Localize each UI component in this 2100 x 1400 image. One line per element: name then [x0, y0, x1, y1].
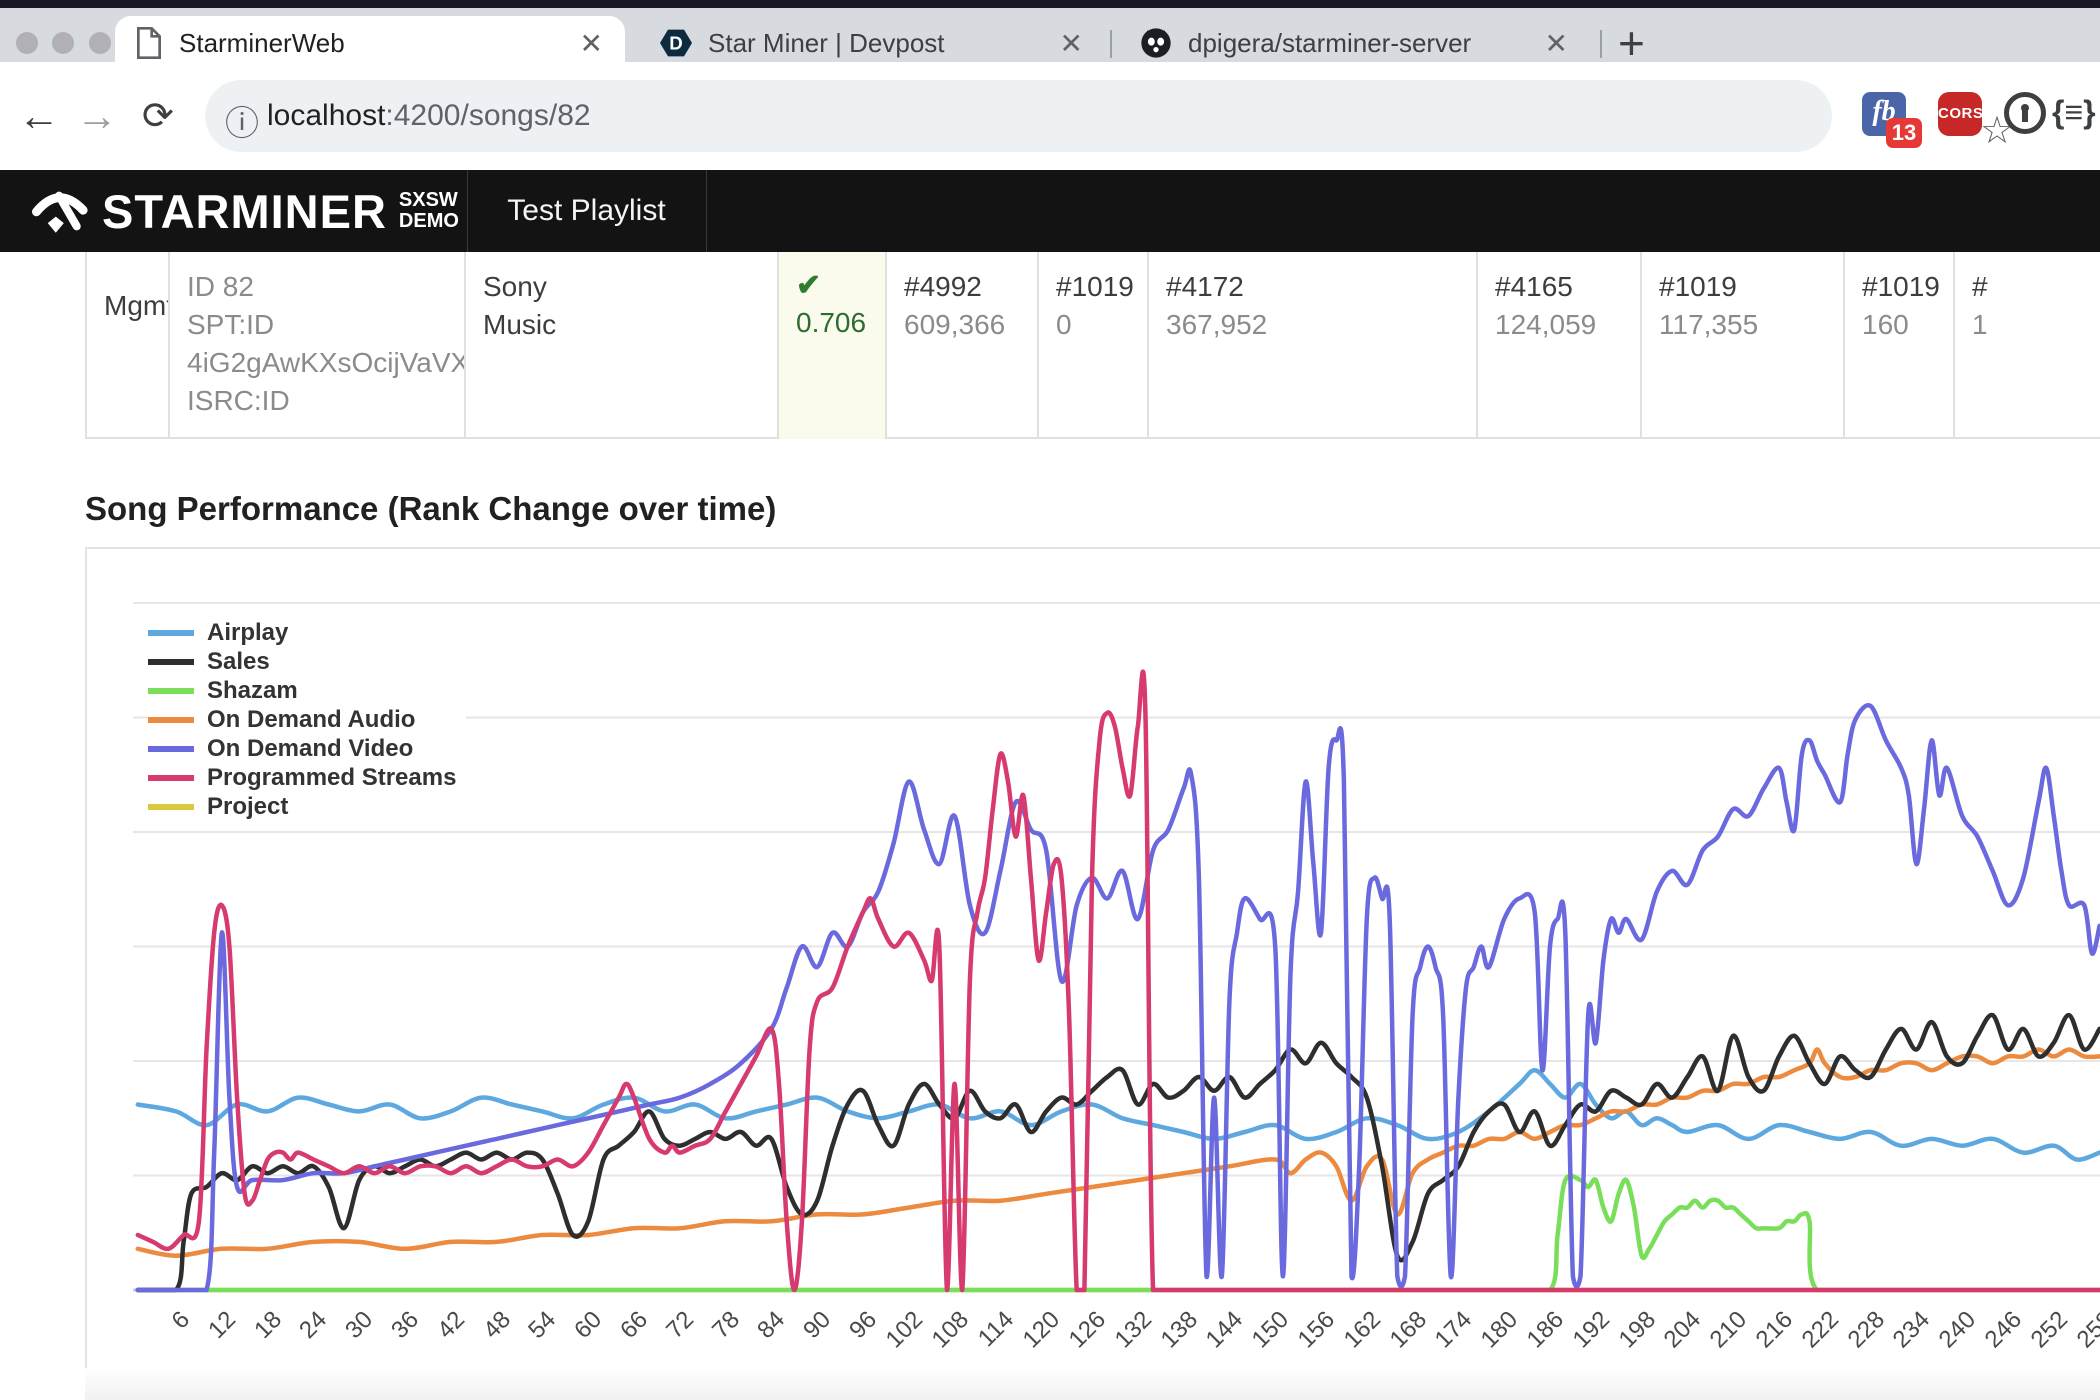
brand-subtitle: SXSW DEMO	[398, 189, 459, 232]
cell-metric: #1019 117,355	[1640, 252, 1843, 439]
song-table-row[interactable]: Mgmt ID 82 SPT:ID 4iG2gAwKXsOcijVaVXzRPW…	[85, 252, 2100, 439]
cell-metric: #1019 0	[1037, 252, 1147, 439]
nav-item-test-playlist[interactable]: Test Playlist	[507, 194, 666, 227]
legend-item-sales[interactable]: Sales	[148, 647, 456, 676]
pickaxe-icon	[32, 191, 88, 233]
cors-extension-icon[interactable]: CORS	[1938, 92, 1983, 136]
close-tab-icon[interactable]: ✕	[1059, 27, 1083, 59]
browser-toolbar: ← → ⟳ ⓘ localhost:4200/songs/82 ☆ fb 13 …	[0, 62, 2100, 170]
brand-logo[interactable]: STARMINER SXSW DEMO	[30, 170, 459, 252]
legend-swatch	[148, 716, 194, 723]
metric-rank: #4172	[1166, 271, 1244, 302]
cell-metric: #4165 124,059	[1476, 252, 1640, 439]
legend-swatch	[148, 803, 194, 810]
tab-title: StarminerWeb	[179, 27, 345, 58]
password-manager-extension-icon[interactable]	[2004, 92, 2046, 134]
page-title: Song Performance (Rank Change over time)	[85, 490, 777, 527]
app-navbar: STARMINER SXSW DEMO Test Playlist	[0, 170, 2100, 252]
document-icon	[137, 27, 161, 59]
pixel-helper-extension-icon[interactable]: fb 13	[1862, 92, 1922, 148]
minimize-window-button[interactable]	[52, 32, 75, 54]
brand-name: STARMINER	[102, 184, 387, 238]
legend-swatch	[148, 745, 194, 752]
cell-metric: #4172 367,952	[1147, 252, 1476, 439]
metric-rank: #1019	[1056, 271, 1134, 302]
zoom-window-button[interactable]	[88, 32, 111, 54]
spotify-id: 4iG2gAwKXsOcijVaVXzRPW	[187, 347, 464, 378]
cell-label: Sony Music	[464, 252, 777, 439]
chart-legend: Airplay Sales Shazam On Demand Audio On …	[148, 616, 467, 823]
navbar-divider	[467, 170, 468, 252]
legend-item-programmed-streams[interactable]: Programmed Streams	[148, 763, 456, 792]
reload-icon[interactable]: ⟳	[142, 95, 174, 138]
tab-title: Star Miner | Devpost	[708, 27, 945, 58]
traffic-lights	[16, 32, 121, 59]
page-fold-shadow	[85, 1368, 2100, 1400]
back-icon[interactable]: ←	[18, 92, 60, 139]
close-tab-icon[interactable]: ✕	[1544, 27, 1568, 59]
cell-mgmt: Mgmt	[85, 252, 168, 439]
address-bar[interactable]: ⓘ localhost:4200/songs/82 ☆	[205, 80, 2014, 152]
legend-item-on-demand-video[interactable]: On Demand Video	[148, 734, 456, 763]
svg-text:D: D	[669, 33, 682, 54]
metric-rank: #1019	[1862, 271, 1940, 302]
close-window-button[interactable]	[16, 32, 38, 54]
legend-swatch	[148, 687, 194, 694]
legend-item-shazam[interactable]: Shazam	[148, 676, 456, 705]
github-icon	[1141, 28, 1171, 58]
isrc-id-label: ISRC:ID	[187, 385, 290, 416]
metric-value: 124,059	[1495, 309, 1597, 340]
metric-rank: #	[1972, 271, 1988, 302]
close-tab-icon[interactable]: ✕	[579, 27, 603, 59]
cell-ids: ID 82 SPT:ID 4iG2gAwKXsOcijVaVXzRPW ISRC…	[168, 252, 464, 439]
forward-icon[interactable]: →	[76, 92, 118, 139]
legend-item-on-demand-audio[interactable]: On Demand Audio	[148, 705, 456, 734]
metric-value: 609,366	[904, 309, 1006, 340]
legend-swatch	[148, 629, 194, 636]
url-path: :4200/songs/82	[385, 99, 591, 132]
metric-rank: #1019	[1659, 271, 1737, 302]
navbar-divider	[706, 170, 707, 252]
new-tab-button[interactable]: +	[1618, 17, 1645, 69]
metric-rank: #4165	[1495, 271, 1573, 302]
cell-metric: #1019 160	[1843, 252, 1953, 439]
check-icon: ✔	[796, 269, 822, 302]
tab-strip: StarminerWeb ✕ D Star Miner | Devpost ✕ …	[0, 8, 2100, 70]
metric-rank: #4992	[904, 271, 982, 302]
tab-github[interactable]: dpigera/starminer-server ✕	[1120, 16, 1590, 70]
site-info-icon[interactable]: ⓘ	[225, 105, 259, 143]
legend-swatch	[148, 774, 194, 781]
metric-value: 160	[1862, 309, 1909, 340]
cell-score: ✔ 0.706	[777, 252, 885, 439]
tab-starminerweb[interactable]: StarminerWeb ✕	[115, 16, 625, 70]
metric-value: 367,952	[1166, 309, 1268, 340]
metric-value: 0	[1056, 309, 1072, 340]
devpost-icon: D	[660, 29, 692, 57]
song-id: ID 82	[187, 271, 254, 302]
extension-badge: 13	[1886, 118, 1922, 148]
url-host: localhost	[267, 99, 386, 132]
legend-item-project[interactable]: Project	[148, 792, 456, 821]
json-viewer-extension-icon[interactable]: {≡}	[2052, 94, 2096, 130]
tab-separator	[1600, 30, 1602, 58]
spotify-id-label: SPT:ID	[187, 309, 275, 340]
window-top-edge	[0, 0, 2100, 8]
metric-value: 117,355	[1659, 309, 1759, 340]
tab-devpost[interactable]: D Star Miner | Devpost ✕	[640, 16, 1105, 70]
url-text[interactable]: localhost:4200/songs/82	[267, 99, 591, 133]
score-value: 0.706	[796, 307, 867, 338]
legend-swatch	[148, 658, 194, 665]
metric-value: 1	[1972, 309, 1988, 340]
legend-item-airplay[interactable]: Airplay	[148, 618, 456, 647]
tab-separator	[1110, 30, 1112, 58]
cell-metric: # 1	[1953, 252, 2100, 439]
cell-metric: #4992 609,366	[885, 252, 1037, 439]
tab-title: dpigera/starminer-server	[1188, 27, 1472, 58]
